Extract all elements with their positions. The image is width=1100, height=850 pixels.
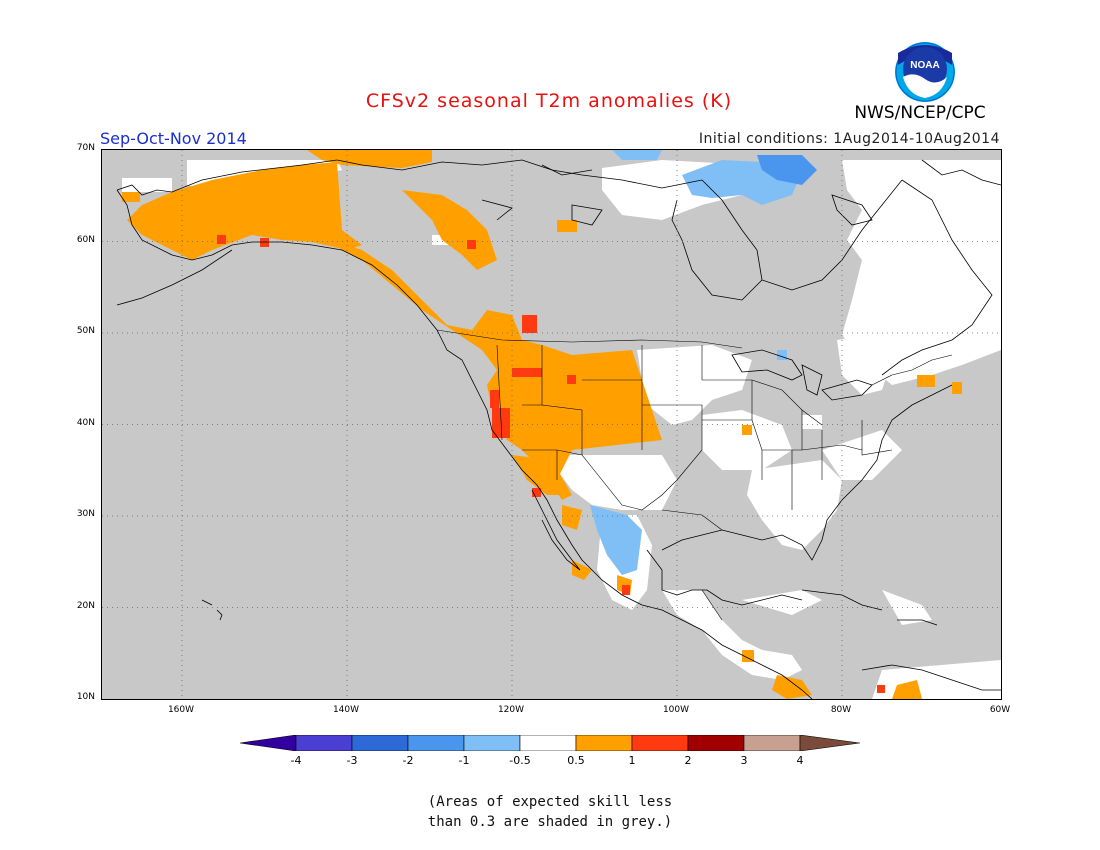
legend-label-minus-0.5: -0.5: [509, 754, 531, 767]
lon-tick-140w: 140W: [332, 705, 360, 715]
legend-label-2: 2: [684, 754, 692, 767]
lat-tick-30n: 30N: [76, 509, 95, 519]
legend-label-0.5: 0.5: [567, 754, 585, 767]
agency-label: NWS/NCEP/CPC: [854, 103, 986, 123]
legend-swatch-minus-1-to-minus-0.5: [463, 735, 521, 751]
lat-tick-10n: 10N: [76, 692, 95, 702]
skill-note-line-2: than 0.3 are shaded in grey.): [427, 814, 673, 830]
lon-tick-100w: 100W: [662, 705, 690, 715]
moderate-cool-anomaly-regions: [757, 155, 817, 185]
legend-swatch-3-to-4: [743, 735, 801, 751]
lon-tick-120w: 120W: [497, 705, 525, 715]
map-title: CFSv2 seasonal T2m anomalies (K): [365, 90, 733, 112]
legend-swatch-0.5-to-1: [575, 735, 633, 751]
lat-tick-50n: 50N: [76, 326, 95, 336]
legend-swatch-below-minus-4: [240, 735, 297, 751]
lat-tick-40n: 40N: [76, 418, 95, 428]
political-borders: [436, 329, 953, 621]
legend-label-minus-4: -4: [290, 754, 302, 767]
anomaly-map: [101, 149, 1002, 700]
legend-label-minus-1: -1: [458, 754, 470, 767]
skill-note: (Areas of expected skill less than 0.3 a…: [0, 792, 1100, 832]
lat-tick-70n: 70N: [76, 143, 95, 153]
legend-swatch-minus-3-to-minus-2: [351, 735, 409, 751]
legend-label-minus-2: -2: [402, 754, 414, 767]
coastlines: [116, 159, 1001, 699]
legend-swatch-1-to-2: [631, 735, 689, 751]
legend-swatch-2-to-3: [687, 735, 745, 751]
legend-label-minus-3: -3: [346, 754, 358, 767]
svg-text:NOAA: NOAA: [910, 60, 939, 71]
legend-swatch-minus-2-to-minus-1: [407, 735, 465, 751]
skill-note-line-1: (Areas of expected skill less: [427, 794, 673, 810]
forecast-period: Sep-Oct-Nov 2014: [100, 129, 247, 148]
legend-swatch-minus-0.5-to-0.5: [519, 735, 577, 751]
lon-tick-80w: 80W: [830, 705, 852, 715]
lat-tick-60n: 60N: [76, 235, 95, 245]
lon-tick-160w: 160W: [167, 705, 195, 715]
lon-tick-60w: 60W: [989, 705, 1011, 715]
warm-anomaly-regions: [122, 150, 962, 699]
legend-label-1: 1: [628, 754, 636, 767]
noaa-logo: NOAA: [895, 42, 955, 102]
legend-label-3: 3: [740, 754, 748, 767]
legend-label-4: 4: [796, 754, 804, 767]
lat-tick-20n: 20N: [76, 601, 95, 611]
initial-conditions: Initial conditions: 1Aug2014-10Aug2014: [698, 131, 1000, 147]
legend-swatch-minus-4-to-minus-3: [295, 735, 353, 751]
legend-swatch-above-4: [799, 735, 860, 751]
color-legend: [240, 735, 860, 751]
